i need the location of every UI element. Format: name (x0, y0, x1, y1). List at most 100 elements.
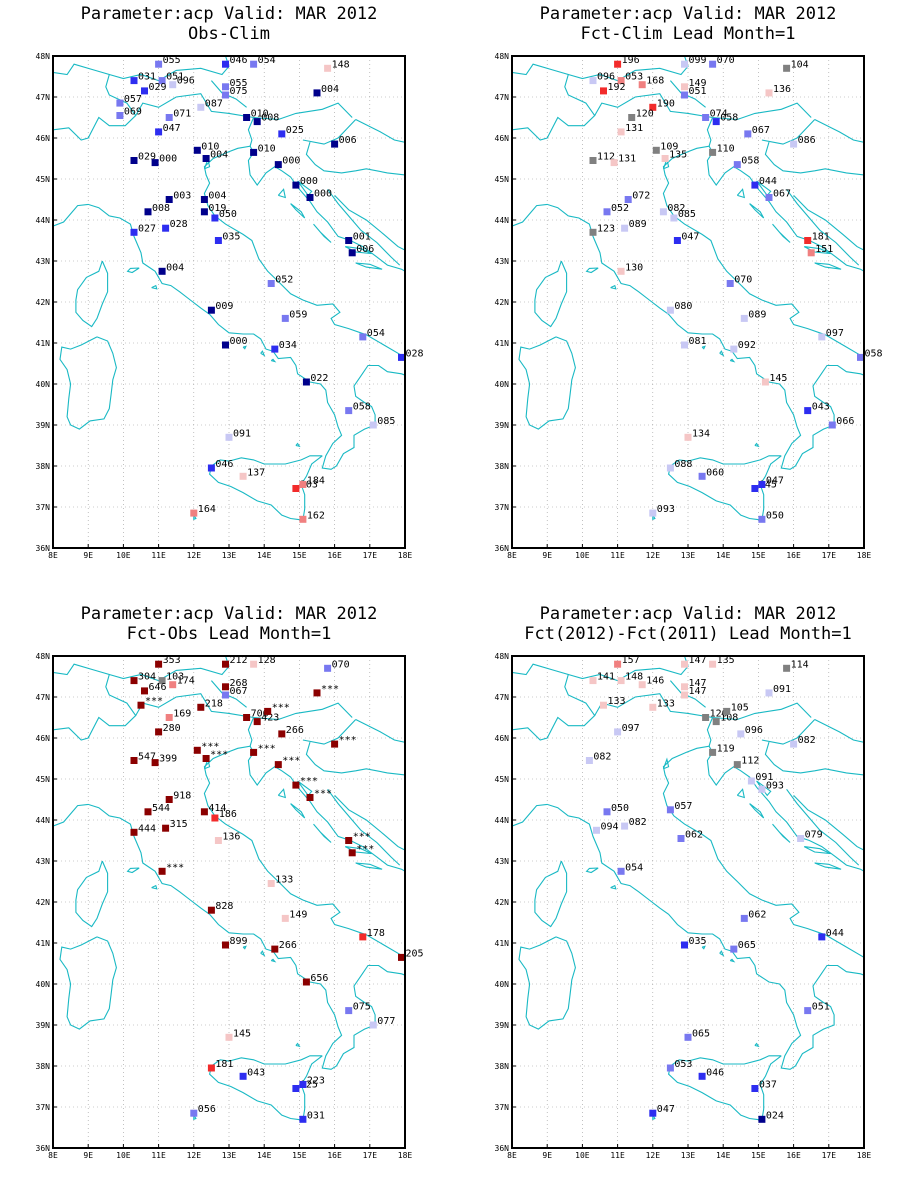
station-value-label: 096 (745, 725, 763, 736)
station-value-label: 899 (230, 936, 248, 947)
lon-tick-label: 17E (363, 1151, 378, 1160)
station-value-label: 266 (279, 940, 297, 951)
station-marker (222, 60, 229, 68)
station-marker (603, 808, 611, 816)
lat-tick-label: 45N (36, 775, 51, 784)
station-value-label: 031 (138, 72, 156, 83)
station-marker (765, 689, 773, 697)
station-marker (222, 691, 229, 699)
station-value-label: 130 (625, 262, 643, 273)
station-marker (278, 730, 286, 738)
coastline-segment (512, 203, 569, 227)
station-value-label: 147 (689, 655, 707, 666)
station-marker (702, 114, 710, 121)
lon-tick-label: 12E (646, 551, 661, 560)
station-value-label: 148 (332, 59, 350, 70)
station-marker (190, 1109, 198, 1117)
lat-tick-label: 43N (36, 257, 51, 266)
station-value-label: *** (300, 776, 318, 787)
station-value-label: 137 (247, 467, 265, 478)
station-value-label: 056 (198, 1104, 216, 1115)
coastline-segment (749, 203, 765, 219)
station-value-label: 085 (678, 209, 696, 220)
coastline-segment (512, 803, 569, 827)
lat-tick-label: 37N (495, 1103, 510, 1112)
station-value-label: 057 (674, 801, 692, 812)
coastline-segment (764, 741, 864, 776)
station-value-label: 145 (769, 373, 787, 384)
lat-tick-label: 41N (36, 939, 51, 948)
station-value-label: 089 (748, 309, 766, 320)
station-value-label: 123 (597, 223, 615, 234)
station-marker (151, 759, 159, 767)
station-value-label: 184 (307, 476, 325, 487)
coastline-segment (814, 862, 842, 870)
lon-tick-label: 18E (398, 1151, 413, 1160)
station-marker (165, 714, 173, 721)
station-marker (359, 933, 367, 941)
station-marker (207, 306, 215, 314)
station-value-label: 052 (275, 275, 293, 286)
lat-tick-label: 44N (36, 816, 51, 825)
coastline-segment (754, 442, 760, 448)
station-value-label: 174 (177, 676, 195, 687)
coastline-segment (749, 803, 765, 819)
coastline-segment (247, 117, 255, 147)
lat-tick-label: 36N (495, 1144, 510, 1153)
lat-tick-label: 43N (495, 857, 510, 866)
lon-tick-label: 9E (83, 1151, 93, 1160)
station-value-label: 006 (339, 135, 357, 146)
lat-tick-label: 46N (495, 734, 510, 743)
station-value-label: 646 (149, 682, 167, 693)
station-marker (600, 87, 607, 95)
coastline-segment (754, 1042, 760, 1048)
station-value-label: *** (201, 741, 219, 752)
coastline-segment (534, 260, 568, 328)
station-value-label: 022 (310, 373, 328, 384)
station-marker (723, 707, 731, 715)
station-value-label: 268 (230, 678, 248, 689)
lat-tick-label: 40N (36, 380, 51, 389)
station-marker (158, 867, 166, 875)
station-value-label: 001 (353, 232, 371, 243)
station-marker (250, 748, 258, 756)
station-value-label: 146 (646, 676, 664, 687)
station-marker (331, 140, 339, 148)
station-value-label: 149 (289, 909, 307, 920)
station-marker (617, 867, 625, 875)
station-marker (751, 181, 759, 189)
station-marker (207, 1064, 215, 1072)
station-marker (666, 306, 674, 314)
coastline-segment (610, 284, 617, 290)
lon-tick-label: 12E (187, 1151, 202, 1160)
station-value-label: *** (210, 750, 228, 761)
coastline-segment (719, 350, 725, 357)
station-value-label: 010 (251, 109, 269, 120)
lat-tick-label: 36N (495, 544, 510, 553)
coastline-segment (327, 788, 401, 866)
station-value-label: 046 (706, 1067, 724, 1078)
station-marker (649, 703, 657, 711)
station-marker (243, 714, 251, 721)
lat-tick-label: 48N (36, 652, 51, 661)
station-value-label: 062 (748, 909, 766, 920)
station-value-label: 000 (282, 156, 300, 167)
station-value-label: 186 (219, 809, 237, 820)
station-marker (677, 835, 685, 842)
station-marker (617, 128, 625, 136)
station-value-label: 034 (279, 340, 297, 351)
station-marker (758, 785, 766, 793)
station-value-label: 000 (314, 189, 332, 200)
station-value-label: 112 (597, 152, 615, 163)
station-marker (614, 60, 622, 68)
station-marker (302, 978, 310, 986)
coastline-segment (756, 180, 772, 197)
axis-ticks: 8E 9E 10E 11E 12E 13E 14E 15E 16E 17E 18E 36N 37N 38N… (36, 652, 413, 1160)
station-value-label: 051 (689, 86, 707, 97)
lat-tick-label: 46N (495, 134, 510, 143)
station-marker (324, 64, 332, 72)
lat-tick-label: 41N (495, 939, 510, 948)
station-marker (369, 1021, 377, 1029)
station-marker (670, 214, 678, 222)
coastline-segment (126, 867, 140, 874)
